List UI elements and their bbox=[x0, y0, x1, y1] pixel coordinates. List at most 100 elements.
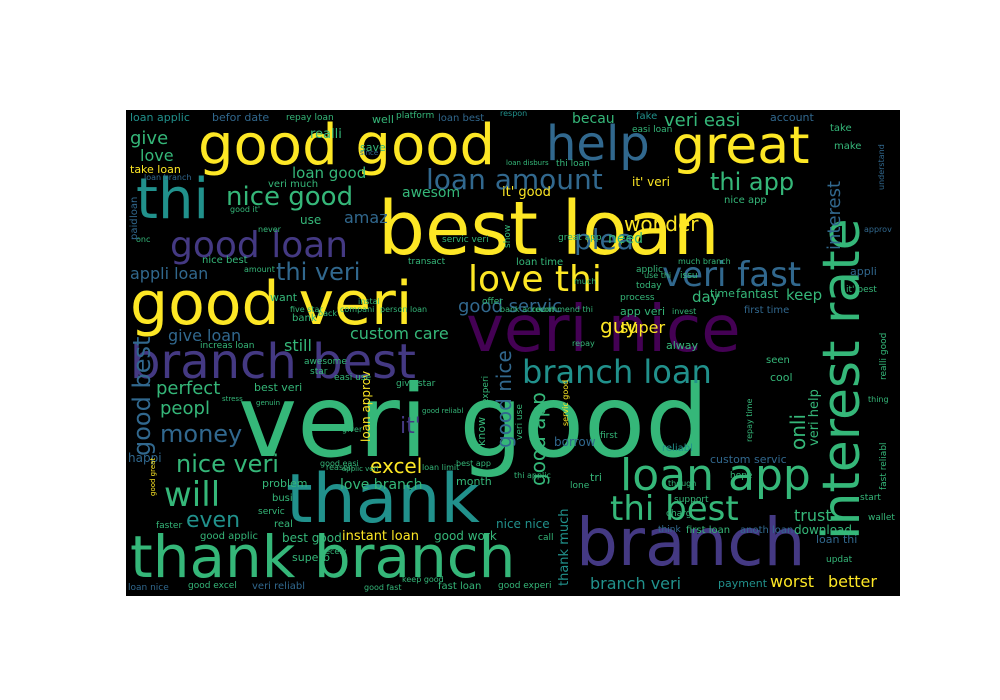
word-reason: reason bbox=[326, 463, 354, 472]
word-custom-servic: custom servic bbox=[710, 453, 787, 466]
word-give: give bbox=[130, 128, 169, 149]
word-good-applic: good applic bbox=[200, 531, 258, 542]
word-thi-applic: thi applic bbox=[514, 471, 551, 480]
word-start: start bbox=[860, 493, 881, 503]
word-good-veri: good veri bbox=[130, 269, 413, 339]
word-need: need bbox=[608, 231, 643, 247]
word-faster: faster bbox=[156, 521, 183, 531]
word-good-work: good work bbox=[434, 529, 497, 543]
word-nice-app: nice app bbox=[724, 195, 767, 206]
word-problem: problem bbox=[262, 477, 308, 490]
word-best-veri: best veri bbox=[254, 381, 303, 394]
word-paid: paid bbox=[129, 218, 140, 240]
word-will: will bbox=[164, 475, 221, 515]
word-loan-applic: loan applic bbox=[130, 111, 190, 124]
word-loan-amount: loan amount bbox=[426, 163, 603, 196]
word-love-thi: love thi bbox=[468, 259, 602, 300]
word-giver: giver bbox=[342, 425, 363, 434]
word-well: well bbox=[372, 113, 394, 126]
word-bank-account: bank account bbox=[500, 305, 555, 314]
word-applic: applic bbox=[636, 265, 663, 275]
word-thing: thing bbox=[868, 395, 889, 404]
word-amaz: amaz bbox=[344, 208, 388, 227]
word-great: great bbox=[672, 116, 810, 176]
word-tri: tri bbox=[590, 471, 602, 484]
word-first-time: first time bbox=[744, 305, 790, 316]
word-appli-loan: appli loan bbox=[130, 264, 209, 283]
word-it-veri: it' veri bbox=[632, 175, 670, 189]
word-keep-good: keep good bbox=[402, 575, 444, 584]
word-platform: platform bbox=[396, 111, 435, 121]
word-excel: excel bbox=[370, 454, 423, 478]
word-recommend-thi: recommend thi bbox=[532, 305, 593, 314]
word-account: account bbox=[770, 111, 814, 124]
word-good-good: good good bbox=[198, 113, 496, 178]
word-thi-app: thi app bbox=[710, 168, 795, 196]
word-make: make bbox=[834, 141, 862, 152]
word-thank-much: thank much bbox=[557, 508, 572, 587]
word-thank-branch: thank branch bbox=[130, 523, 516, 591]
word-wallet: wallet bbox=[868, 513, 895, 523]
word-call: call bbox=[538, 533, 554, 543]
word-custom-care: custom care bbox=[350, 324, 449, 343]
word-it: it' bbox=[400, 414, 421, 439]
word-peopl: peopl bbox=[160, 398, 210, 419]
word-branch: branch bbox=[576, 504, 806, 581]
word-thi-best: thi best bbox=[610, 489, 739, 529]
word-take: take bbox=[830, 123, 852, 134]
word-good-experi: good experi bbox=[498, 581, 552, 591]
word-veri-reliabl: veri reliabl bbox=[252, 581, 305, 592]
word-servic: servic bbox=[258, 507, 285, 517]
word-it-best: it' best bbox=[846, 285, 877, 295]
word-branch-veri: branch veri bbox=[590, 574, 682, 593]
word-veri-use: veri use bbox=[515, 404, 525, 440]
word-show: show bbox=[503, 224, 513, 248]
word-loan-app: loan app bbox=[620, 450, 811, 501]
word-loan-limit: loan limit bbox=[422, 463, 460, 472]
word-easi-use: easi use bbox=[334, 373, 372, 383]
word-good-servic: good servic bbox=[458, 296, 563, 317]
word-happi: happi bbox=[128, 451, 162, 465]
word-onc: onc bbox=[136, 235, 151, 244]
word-thank: thank bbox=[286, 460, 480, 539]
word-trust: trust bbox=[794, 506, 832, 525]
word-download: download bbox=[794, 523, 853, 537]
word-best-app: best app bbox=[456, 459, 491, 468]
word-anoth-loan: anoth loan bbox=[740, 525, 794, 536]
word-loan-time: loan time bbox=[516, 257, 564, 268]
word-busi: busi bbox=[272, 493, 293, 504]
word-instant-loan: instant loan bbox=[342, 529, 419, 544]
word-even: even bbox=[186, 508, 241, 533]
word-process: process bbox=[620, 293, 655, 303]
word-increas-loan: increas loan bbox=[200, 341, 255, 351]
word-wonder: wonder bbox=[624, 212, 699, 236]
word-easi-loan: easi loan bbox=[632, 125, 673, 135]
word-it-good: it' good bbox=[502, 185, 551, 200]
word-servic-veri: servic veri bbox=[442, 235, 489, 245]
word-servic-good: servic good bbox=[561, 379, 570, 426]
word-compani: compani bbox=[340, 305, 375, 314]
word-transact: transact bbox=[408, 257, 446, 267]
word-loan-nice: loan nice bbox=[128, 583, 169, 593]
word-loan-branch: loan branch bbox=[144, 173, 192, 182]
word-nice-best: nice best bbox=[202, 255, 248, 266]
word-offer: offer bbox=[482, 297, 503, 307]
word-good-great: good great bbox=[149, 457, 157, 496]
word-befor-date: befor date bbox=[212, 111, 270, 124]
word-fast-reliabl: fast reliabl bbox=[879, 442, 889, 490]
word-veri-fast: veri fast bbox=[662, 255, 802, 295]
word-keep: keep bbox=[786, 286, 823, 304]
word-first-loan: first loan bbox=[686, 525, 731, 536]
word-good-fast: good fast bbox=[364, 583, 402, 592]
word-loan-good: loan good bbox=[292, 164, 367, 182]
word-veri-much: veri much bbox=[268, 179, 319, 190]
word-month: month bbox=[456, 475, 492, 488]
word-realli: realli bbox=[310, 127, 342, 142]
word-loan-disburs: loan disburs bbox=[506, 159, 549, 167]
word-good-excel: good excel bbox=[188, 581, 237, 591]
word-repay: repay bbox=[572, 339, 595, 348]
word-help: help bbox=[546, 116, 650, 172]
word-much-branch: much branch bbox=[678, 257, 731, 266]
word-best-loan: best loan bbox=[378, 186, 720, 272]
word-seen: seen bbox=[766, 355, 790, 366]
